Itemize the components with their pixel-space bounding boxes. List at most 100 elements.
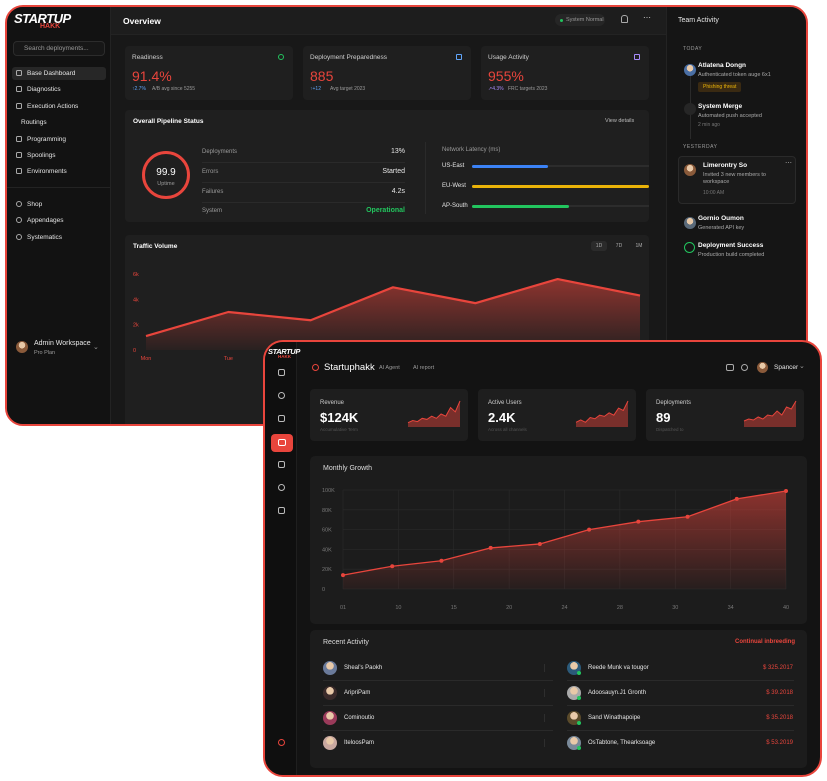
card-title: Traffic Volume	[133, 243, 178, 250]
sparkline-area	[744, 401, 796, 427]
range-button[interactable]: 1M	[635, 243, 643, 249]
member-action: Invited 3 new members to workspace	[703, 172, 766, 185]
nav-icon	[16, 168, 22, 174]
data-point	[784, 488, 788, 493]
activity-link[interactable]: Continual inbreeding	[735, 639, 795, 645]
row-divider	[567, 680, 794, 681]
member-action: Production build completed	[698, 252, 765, 258]
refresh-icon[interactable]	[741, 364, 748, 371]
stat-delta: ↑2.7%	[132, 86, 146, 92]
y-tick-label: 100K	[322, 488, 335, 494]
nav-icon[interactable]	[278, 507, 285, 514]
more-icon[interactable]: ⋯	[785, 160, 792, 167]
stat-card: Deployment Preparedness 885 ↑+12 Avg target…	[303, 46, 471, 100]
avatar	[323, 711, 337, 725]
nav-icon	[16, 152, 22, 158]
divider	[7, 187, 111, 188]
stat-card: Deployments 89 Dispatched to	[646, 389, 804, 441]
status-dot	[577, 746, 581, 750]
row-separator	[544, 689, 545, 697]
user-name[interactable]: Spancer	[774, 364, 799, 371]
nav-icon[interactable]	[278, 415, 285, 422]
search-icon	[312, 364, 319, 371]
nav-item[interactable]: Programming	[12, 133, 106, 146]
uptime-value: 99.9	[156, 167, 176, 178]
data-point	[587, 527, 592, 532]
nav-item[interactable]: Routings	[12, 116, 106, 129]
latency-bar	[472, 164, 549, 168]
nav-icon[interactable]	[278, 461, 285, 468]
stat-label: Readiness	[132, 54, 163, 61]
nav-item[interactable]: Diagnostics	[12, 83, 106, 96]
status-label: Failures	[202, 189, 224, 195]
avatar	[16, 341, 28, 353]
nav-item[interactable]: Systematics	[12, 231, 106, 244]
status-text: System Normal	[566, 17, 604, 23]
avatar	[323, 661, 337, 675]
activity-amount: $ 53.2019	[766, 740, 793, 746]
logo-top: STARTUP	[268, 347, 300, 356]
front-window: STARTUP HAKK Startuphakk AI Agent AI report S…	[263, 340, 822, 777]
app-title: Startuphakk	[324, 362, 375, 373]
status-label: System	[202, 208, 223, 214]
card-title: Monthly Growth	[323, 465, 373, 472]
avatar	[684, 164, 696, 176]
card-title: Recent Activity	[323, 639, 369, 646]
stat-note: Across all channels	[488, 427, 527, 432]
stat-value: 2.4K	[488, 410, 516, 425]
bell-icon[interactable]	[621, 15, 628, 23]
x-tick-label: 20	[506, 605, 512, 611]
x-tick-label: 30	[672, 605, 678, 611]
user-chevron: ⌄	[799, 363, 805, 370]
nav-label: Diagnostics	[27, 85, 61, 93]
stat-value: 955%	[488, 68, 524, 84]
range-button[interactable]: 7D	[615, 243, 623, 249]
avatar	[323, 736, 337, 750]
stat-card: Revenue $124K Accumulative Term	[310, 389, 468, 441]
tab[interactable]: AI Agent	[379, 365, 400, 371]
y-tick-label: 0	[322, 587, 325, 593]
stat-value: 89	[656, 410, 671, 425]
sparkline-line	[575, 400, 629, 423]
nav-item[interactable]: Spoolings	[12, 149, 106, 162]
y-tick-label: 4k	[133, 297, 139, 303]
nav-item[interactable]: Appendages	[12, 214, 106, 227]
nav-icon-active[interactable]	[271, 434, 293, 452]
activity-name: Cominoutio	[344, 715, 375, 721]
uptime-ring	[142, 151, 190, 199]
nav-label: Appendages	[27, 216, 64, 224]
x-tick-label: 34	[728, 605, 734, 611]
nav-glyph	[278, 439, 286, 446]
x-tick-label: 40	[783, 605, 789, 611]
nav-item[interactable]: Execution Actions	[12, 100, 106, 113]
traffic-chart: 0 2k 4k 6k Mon Tue	[133, 272, 641, 362]
range-button[interactable]: 1D	[591, 241, 607, 251]
nav-icon[interactable]	[278, 739, 285, 746]
status-dot	[577, 696, 581, 700]
nav-icon[interactable]	[278, 392, 285, 399]
activity-card	[678, 156, 796, 204]
nav-icon[interactable]	[278, 369, 285, 376]
search-box[interactable]: Search deployments...	[13, 41, 105, 56]
system-icon	[684, 103, 696, 115]
stat-card: Usage Activity 955% ↗4.3% FRC targets 2023	[481, 46, 649, 100]
activity-card: Recent Activity Continual inbreeding Sheal…	[310, 630, 807, 768]
nav-label: Programming	[27, 135, 67, 143]
activity-amount: $ 325.2017	[762, 665, 793, 671]
view-details[interactable]: View details	[605, 118, 635, 124]
member-action: Authenticated token auge 6x1	[698, 72, 771, 78]
sparkline	[407, 400, 461, 427]
nav-item[interactable]: Environments	[12, 165, 106, 178]
latency-bar	[472, 204, 570, 208]
avatar	[684, 217, 696, 229]
tab[interactable]: AI report	[413, 365, 435, 371]
stat-note: A/B avg since 5255	[152, 86, 196, 92]
more-icon[interactable]: ⋯	[643, 13, 651, 22]
nav-item[interactable]: Base Dashboard	[12, 67, 106, 80]
nav-item[interactable]: Shop	[12, 198, 106, 211]
nav-icon[interactable]	[278, 484, 285, 491]
chat-icon[interactable]	[726, 364, 734, 371]
status-value: 4.2s	[391, 188, 405, 195]
member-name: System Merge	[698, 103, 743, 110]
